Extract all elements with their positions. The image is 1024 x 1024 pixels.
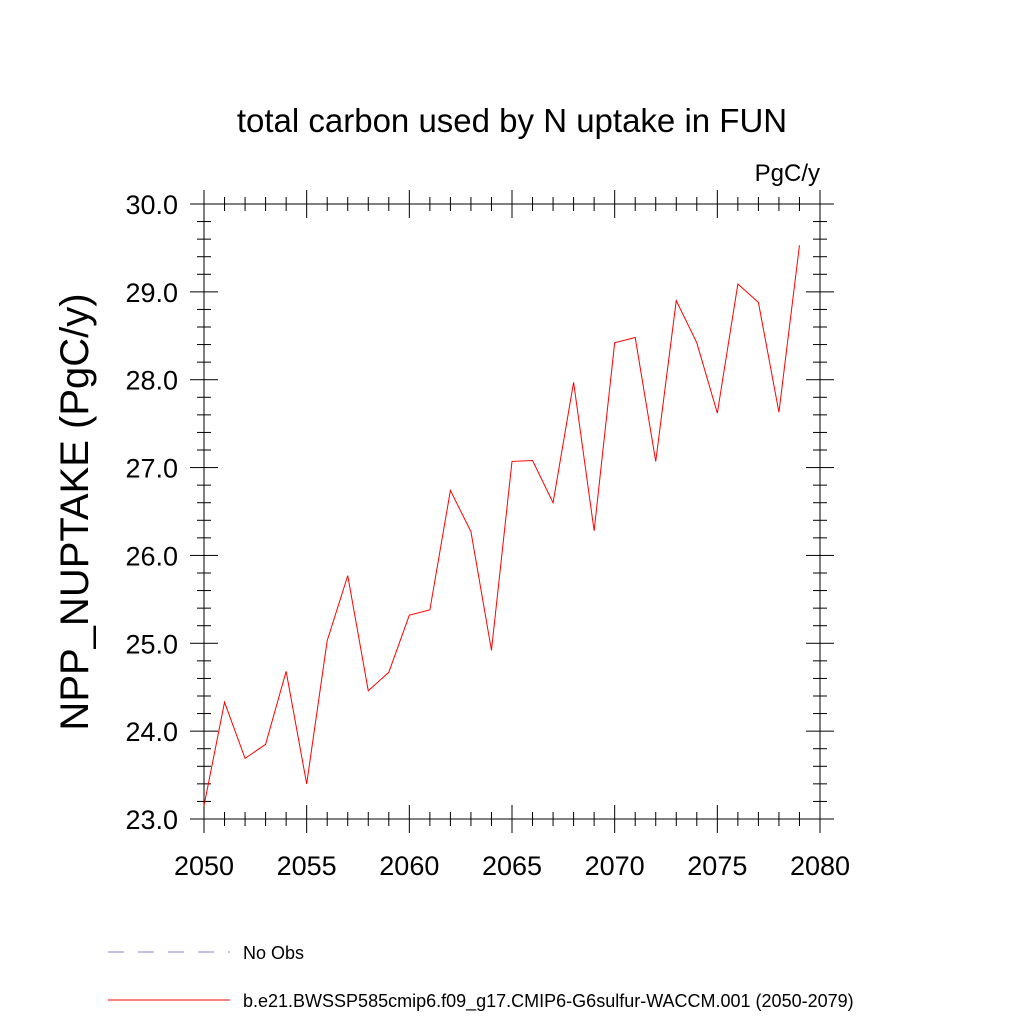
legend-label: b.e21.BWSSP585cmip6.f09_g17.CMIP6-G6sulf…: [243, 991, 854, 1012]
y-axis-label: NPP_NUPTAKE (PgC/y): [53, 293, 97, 730]
y-tick-label: 30.0: [125, 190, 178, 220]
y-tick-label: 29.0: [125, 278, 178, 308]
y-tick-label: 26.0: [125, 541, 178, 571]
x-tick-label: 2075: [687, 851, 747, 881]
y-tick-label: 27.0: [125, 454, 178, 484]
x-tick-label: 2055: [277, 851, 337, 881]
y-tick-label: 25.0: [125, 629, 178, 659]
series-line: [203, 245, 800, 806]
legend-label: No Obs: [243, 943, 304, 963]
x-tick-label: 2050: [174, 851, 234, 881]
x-tick-label: 2065: [482, 851, 542, 881]
y-tick-label: 28.0: [125, 366, 178, 396]
y-tick-label: 24.0: [125, 717, 178, 747]
x-tick-label: 2070: [585, 851, 645, 881]
series-layer: [203, 245, 800, 806]
x-tick-label: 2080: [790, 851, 850, 881]
y-tick-label: 23.0: [125, 805, 178, 835]
chart-title: total carbon used by N uptake in FUN: [237, 102, 787, 139]
axes: 2050 2055 2060 2065 2070 2075 2080 23.0 24.0 25.0…: [125, 190, 850, 881]
x-tick-label: 2060: [379, 851, 439, 881]
legend: No Obs b.e21.BWSSP585cmip6.f09_g17.CMIP6-…: [108, 943, 854, 1012]
units-label: PgC/y: [755, 160, 820, 187]
